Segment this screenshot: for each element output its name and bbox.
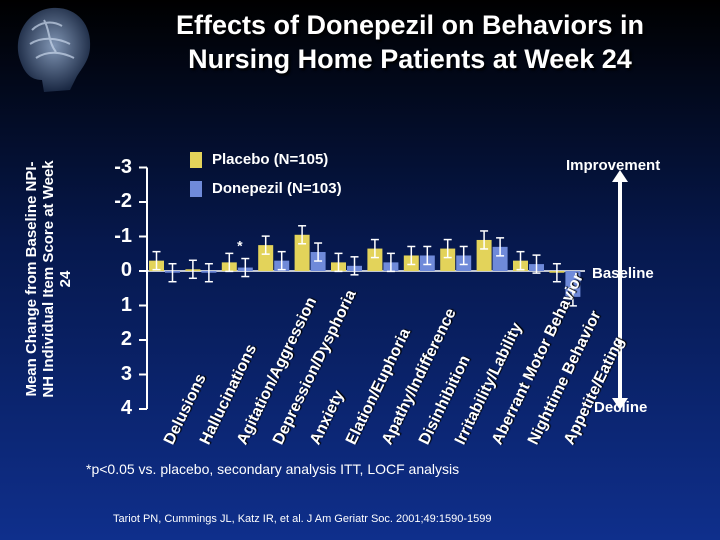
placebo-bar <box>476 239 492 271</box>
legend-placebo-label: Placebo (N=105) <box>212 151 329 168</box>
baseline-label: Baseline <box>592 265 654 282</box>
footnote: *p<0.05 vs. placebo, secondary analysis … <box>86 461 460 477</box>
slide-title: Effects of Donepezil on Behaviors in Nur… <box>110 8 710 76</box>
improvement-label: Improvement <box>566 157 661 174</box>
y-tick-label: -1 <box>114 224 132 247</box>
y-tick-label: 4 <box>120 397 132 419</box>
y-tick-label: -3 <box>114 155 132 178</box>
legend-donepezil-label: Donepezil (N=103) <box>212 180 342 197</box>
direction-arrow <box>612 170 628 410</box>
y-tick-label: -2 <box>114 190 132 212</box>
donepezil-bar <box>565 271 581 297</box>
y-tick-label: 0 <box>120 259 132 281</box>
title-line-2: Nursing Home Patients at Week 24 <box>188 44 632 74</box>
brain-logo-icon <box>17 7 91 92</box>
placebo-bar <box>440 248 456 271</box>
citation: Tariot PN, Cummings JL, Katz IR, et al. … <box>113 513 492 525</box>
y-tick-label: 1 <box>120 293 132 316</box>
y-tick-label: 2 <box>120 328 132 350</box>
placebo-bar <box>367 248 383 271</box>
placebo-bar <box>258 245 274 271</box>
legend-placebo-swatch <box>190 152 202 168</box>
significance-marker: * <box>237 237 243 253</box>
title-line-1: Effects of Donepezil on Behaviors in <box>175 10 645 40</box>
donepezil-bar <box>492 246 508 271</box>
legend-donepezil-swatch <box>190 181 202 197</box>
y-tick-label: 3 <box>120 362 132 385</box>
